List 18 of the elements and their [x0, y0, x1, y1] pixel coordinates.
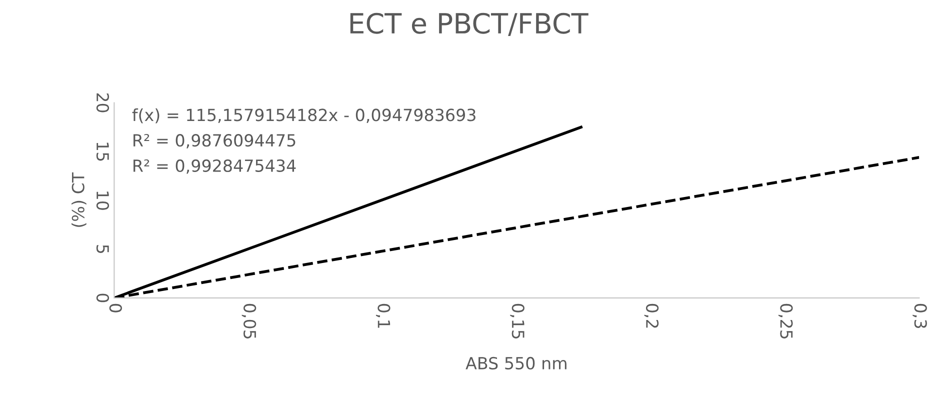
x-tick-label: 0,2: [644, 304, 659, 328]
annotation: f(x) = 115,1579154182x - 0,0947983693: [132, 108, 476, 124]
x-tick-label: 0,05: [242, 304, 256, 338]
x-tick-label: 0,1: [376, 304, 390, 328]
x-axis-title: ABS 550 nm: [466, 356, 566, 370]
annotation: R² = 0,9928475434: [134, 159, 296, 174]
x-tick-label: 0: [109, 304, 122, 312]
y-tick-label: 15: [96, 142, 109, 161]
y-tick-label: 5: [96, 245, 109, 254]
y-axis-title: (%) CT: [72, 172, 86, 227]
y-tick-label: 10: [96, 192, 110, 210]
y-tick-label: 20: [96, 93, 110, 112]
x-tick-label: 0,25: [778, 304, 793, 338]
x-tick-label: 0,15: [510, 304, 524, 338]
x-tick-label: 0,3: [912, 304, 927, 328]
y-tick-label: 0: [96, 294, 110, 302]
annotation: R² = 0,9876094475: [134, 134, 296, 148]
chart-title: ECT e PBCT/FBCT: [350, 12, 588, 36]
